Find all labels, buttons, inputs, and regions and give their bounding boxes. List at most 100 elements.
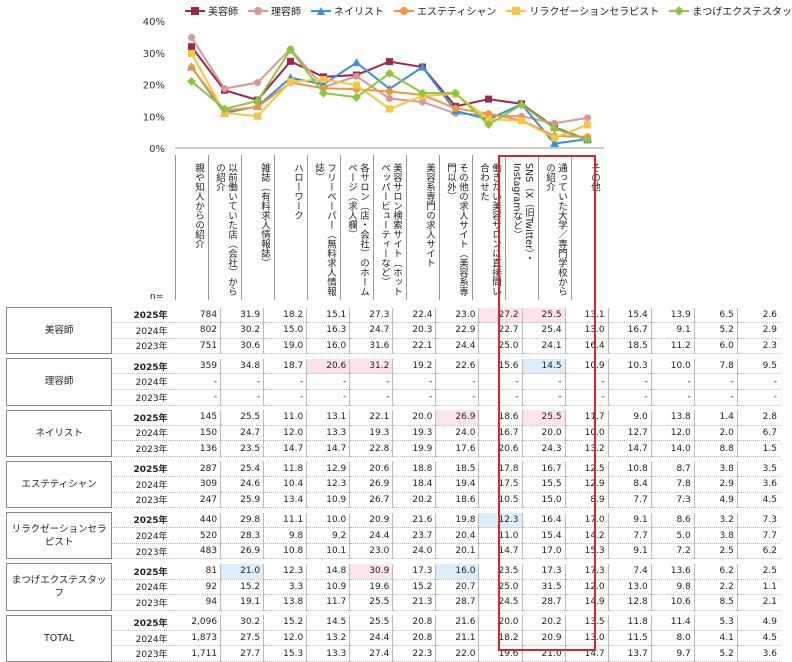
n-cell: 145 — [170, 410, 221, 426]
value-cell: 19.0 — [263, 338, 307, 355]
group-label: ネイリスト — [5, 409, 113, 457]
value-cell: 22.7 — [478, 322, 523, 339]
data-point — [188, 43, 195, 51]
value-cell: 20.0 — [392, 410, 436, 426]
column-header: 雑誌（有料求人情報誌） — [241, 155, 274, 300]
value-cell: 13.2 — [306, 630, 350, 647]
value-cell: 18.4 — [392, 476, 436, 493]
n-cell: 309 — [170, 476, 221, 493]
y-tick-label: 10% — [143, 112, 165, 123]
value-cell: 5.2 — [693, 645, 738, 662]
column-header: ハローワーク — [274, 155, 307, 300]
value-cell: 11.8 — [607, 615, 652, 631]
table-row: 2023年 - - - - - - - - - - - - - - — [7, 389, 780, 406]
data-point — [484, 120, 493, 130]
year-cell: 2025年 — [111, 512, 171, 529]
value-cell: 18.8 — [392, 461, 436, 477]
value-cell: 8.8 — [693, 440, 738, 457]
data-point — [418, 62, 427, 71]
n-cell: 784 — [170, 307, 221, 324]
year-cell: 2025年 — [111, 563, 171, 580]
value-cell: 4.1 — [693, 630, 738, 647]
value-cell: 19.4 — [435, 476, 479, 493]
value-cell: 20.9 — [521, 630, 566, 647]
legend-marker-icon — [185, 6, 205, 16]
value-cell: 4.5 — [736, 492, 780, 509]
value-cell: 12.9 — [306, 461, 350, 477]
data-point — [518, 117, 525, 125]
value-cell: 27.3 — [349, 307, 393, 324]
value-cell: 24.6 — [220, 476, 264, 493]
value-cell: 9.8 — [263, 527, 307, 544]
value-cell: 9.1 — [607, 512, 652, 529]
value-cell: 25.5 — [349, 594, 393, 611]
legend-label: 美容師 — [208, 7, 238, 18]
value-cell: 9.2 — [306, 527, 350, 544]
year-cell: 2023年 — [111, 338, 171, 355]
value-cell: 13.8 — [263, 594, 307, 611]
value-cell: - — [306, 373, 350, 390]
value-cell: 17.5 — [478, 476, 523, 493]
value-cell: 7.2 — [650, 543, 695, 560]
value-cell: 14.7 — [607, 440, 652, 457]
value-cell: 6.7 — [736, 425, 780, 442]
data-point — [221, 85, 228, 93]
value-cell: 20.2 — [521, 615, 566, 631]
year-cell: 2023年 — [111, 389, 171, 406]
value-cell: 11.7 — [306, 594, 350, 611]
value-cell: 16.0 — [435, 563, 479, 580]
value-cell: 12.3 — [306, 476, 350, 493]
value-cell: 16.7 — [521, 461, 566, 477]
table-row: 2023年 1,711 27.7 15.3 13.3 27.4 22.3 22.0 19.6 21… — [7, 645, 780, 662]
value-cell: 25.0 — [478, 579, 523, 596]
value-cell: - — [650, 373, 695, 390]
value-cell: - — [435, 373, 479, 390]
data-point — [583, 135, 592, 145]
value-cell: - — [736, 389, 780, 406]
table-row: 2024年 520 28.3 9.8 9.2 24.4 23.7 20.4 11.0 15.4 14… — [7, 527, 780, 544]
value-cell: 10.4 — [263, 476, 307, 493]
data-point — [254, 79, 261, 87]
data-point — [551, 119, 558, 127]
data-point — [188, 49, 195, 57]
value-cell: 13.7 — [607, 645, 652, 662]
value-cell: 18.2 — [478, 630, 523, 647]
year-cell: 2024年 — [111, 527, 171, 544]
value-cell: 18.6 — [478, 410, 523, 426]
value-cell: 27.5 — [220, 630, 264, 647]
table-row: エステティシャン 2025年 287 25.4 11.8 12.9 20.6 18.8 18.5… — [5, 460, 780, 509]
value-cell: 10.0 — [650, 358, 695, 375]
n-cell: 440 — [170, 512, 221, 529]
value-cell: 13.1 — [564, 307, 609, 324]
value-cell: 13.0 — [564, 322, 609, 339]
y-tick-label: 30% — [143, 49, 165, 60]
value-cell: - — [349, 373, 393, 390]
value-cell: - — [220, 373, 264, 390]
value-cell: 24.4 — [435, 338, 479, 355]
value-cell: - — [693, 373, 738, 390]
value-cell: 19.8 — [435, 512, 479, 529]
value-cell: 13.6 — [650, 563, 695, 580]
value-cell: 14.7 — [478, 543, 523, 560]
value-cell: 30.2 — [220, 615, 264, 631]
value-cell: 25.0 — [478, 338, 523, 355]
value-cell: 31.6 — [349, 338, 393, 355]
legend-marker-icon — [669, 6, 690, 16]
value-cell: 8.6 — [650, 512, 695, 529]
value-cell: - — [435, 389, 479, 406]
value-cell: 28.3 — [220, 527, 264, 544]
value-cell: 2.9 — [693, 476, 738, 493]
table-row: 2024年 309 24.6 10.4 12.3 26.9 18.4 19.4 17.5 15.5… — [7, 476, 780, 493]
n-cell: 94 — [170, 594, 221, 611]
table-row: 2023年 94 19.1 13.8 11.7 25.5 21.3 28.7 24.5 28.7 1… — [7, 594, 780, 611]
value-cell: 6.2 — [693, 563, 738, 580]
value-cell: 17.8 — [478, 461, 523, 477]
value-cell: 12.8 — [607, 594, 652, 611]
value-cell: 4.9 — [693, 492, 738, 509]
table-row: 2023年 751 30.6 19.0 16.0 31.6 22.1 24.4 25.0 24.1… — [7, 338, 780, 355]
value-cell: 22.8 — [349, 440, 393, 457]
n-cell: 359 — [170, 358, 221, 375]
value-cell: 11.4 — [650, 615, 695, 631]
n-cell: - — [170, 389, 221, 406]
value-cell: - — [349, 389, 393, 406]
